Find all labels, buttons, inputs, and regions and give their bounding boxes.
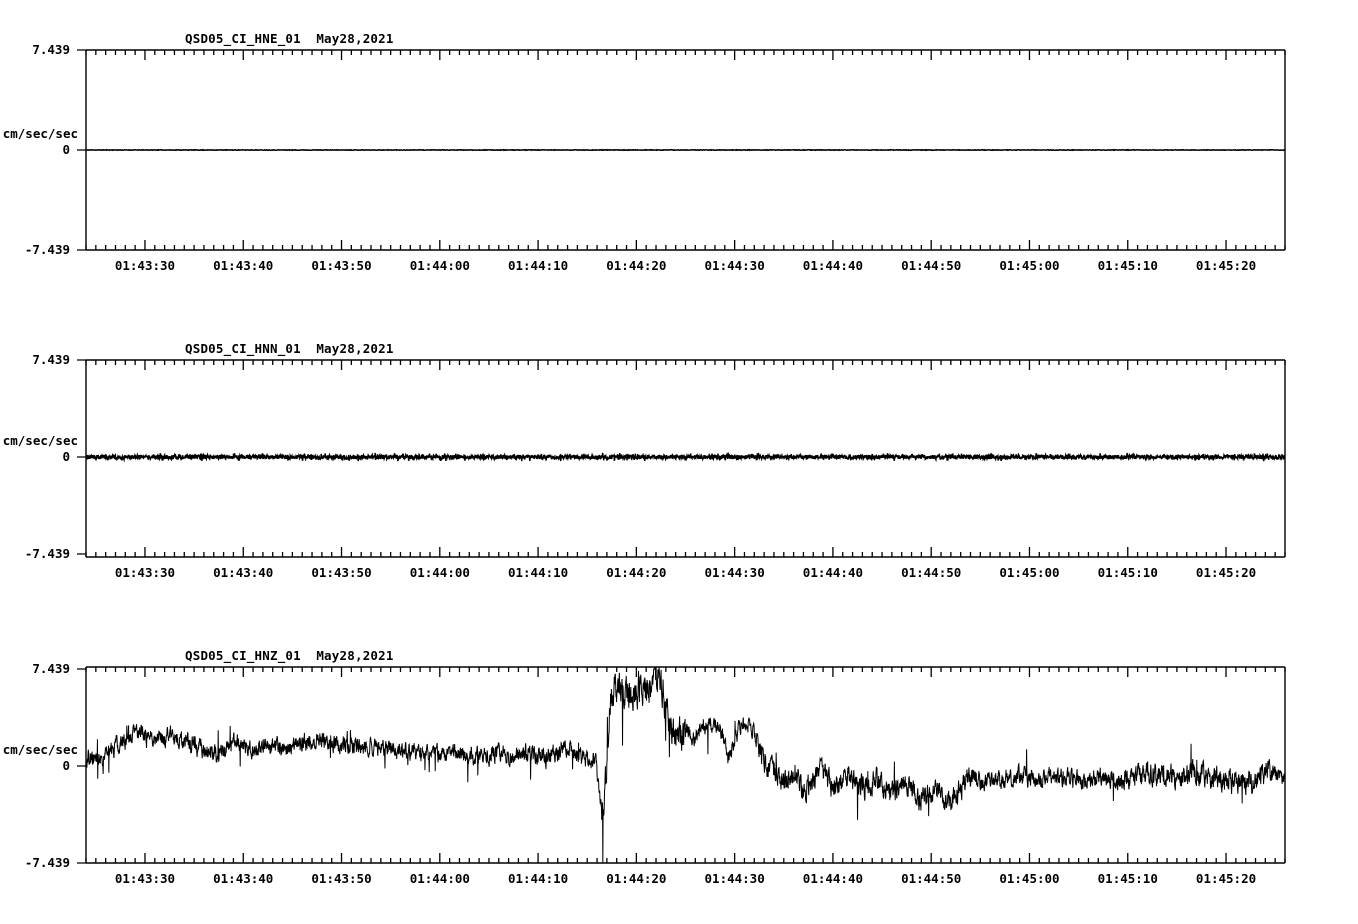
- x-tick-label: 01:43:30: [114, 871, 176, 886]
- x-tick-label: 01:43:40: [213, 871, 274, 886]
- x-tick-label: 01:45:10: [1097, 565, 1158, 580]
- x-tick-label: 01:44:20: [606, 871, 667, 886]
- x-tick-label: 01:44:10: [507, 565, 569, 580]
- x-tick-label: 01:44:30: [704, 258, 765, 273]
- panel-title-hne: QSD05_CI_HNE_01 May28,2021: [185, 31, 394, 46]
- x-tick-label: 01:43:30: [114, 565, 176, 580]
- x-tick-label: 01:44:00: [409, 258, 470, 273]
- x-tick-label: 01:43:50: [311, 871, 372, 886]
- y-tick-label: -7.439: [24, 242, 70, 257]
- y-tick-label: -7.439: [24, 855, 70, 870]
- y-axis-unit-label-hne: cm/sec/sec: [2, 126, 78, 141]
- waveform-trace-hnz: [85, 666, 1286, 864]
- y-axis-unit-label-hnz: cm/sec/sec: [2, 742, 78, 757]
- x-tick-label: 01:43:50: [311, 565, 372, 580]
- panel-title-hnz: QSD05_CI_HNZ_01 May28,2021: [185, 648, 394, 663]
- y-tick-label: 0: [62, 449, 70, 464]
- x-tick-label: 01:44:40: [802, 871, 864, 886]
- x-tick-label: 01:44:30: [704, 565, 765, 580]
- x-tick-label: 01:44:20: [606, 258, 667, 273]
- y-tick-label: 7.439: [32, 42, 70, 57]
- x-tick-label: 01:45:00: [999, 258, 1060, 273]
- y-tick-label: 0: [62, 758, 70, 773]
- y-tick-label: -7.439: [24, 546, 70, 561]
- x-tick-label: 01:44:50: [901, 258, 962, 273]
- x-tick-label: 01:44:00: [409, 871, 470, 886]
- panel-title-hnn: QSD05_CI_HNN_01 May28,2021: [185, 341, 394, 356]
- y-tick-label: 0: [62, 142, 70, 157]
- x-tick-label: 01:43:40: [213, 565, 274, 580]
- x-tick-label: 01:44:40: [802, 258, 864, 273]
- x-tick-label: 01:44:50: [901, 871, 962, 886]
- x-tick-label: 01:45:20: [1195, 258, 1257, 273]
- x-tick-label: 01:44:30: [704, 871, 765, 886]
- x-tick-label: 01:43:30: [114, 258, 176, 273]
- x-tick-label: 01:43:50: [311, 258, 372, 273]
- x-tick-label: 01:44:00: [409, 565, 470, 580]
- x-tick-label: 01:43:40: [213, 258, 274, 273]
- waveform-trace-hnn: [85, 451, 1286, 463]
- waveform-trace-hne: [85, 148, 1286, 152]
- y-tick-label: 7.439: [32, 352, 70, 367]
- x-tick-label: 01:45:20: [1195, 871, 1257, 886]
- x-tick-label: 01:45:00: [999, 871, 1060, 886]
- x-tick-label: 01:45:00: [999, 565, 1060, 580]
- x-tick-label: 01:44:40: [802, 565, 864, 580]
- x-tick-label: 01:44:50: [901, 565, 962, 580]
- x-tick-label: 01:44:20: [606, 565, 667, 580]
- x-tick-label: 01:44:10: [507, 258, 569, 273]
- x-tick-label: 01:45:10: [1097, 258, 1158, 273]
- x-tick-label: 01:45:10: [1097, 871, 1158, 886]
- x-tick-label: 01:44:10: [507, 871, 569, 886]
- y-tick-label: 7.439: [32, 661, 70, 676]
- y-axis-unit-label-hnn: cm/sec/sec: [2, 433, 78, 448]
- x-tick-label: 01:45:20: [1195, 565, 1257, 580]
